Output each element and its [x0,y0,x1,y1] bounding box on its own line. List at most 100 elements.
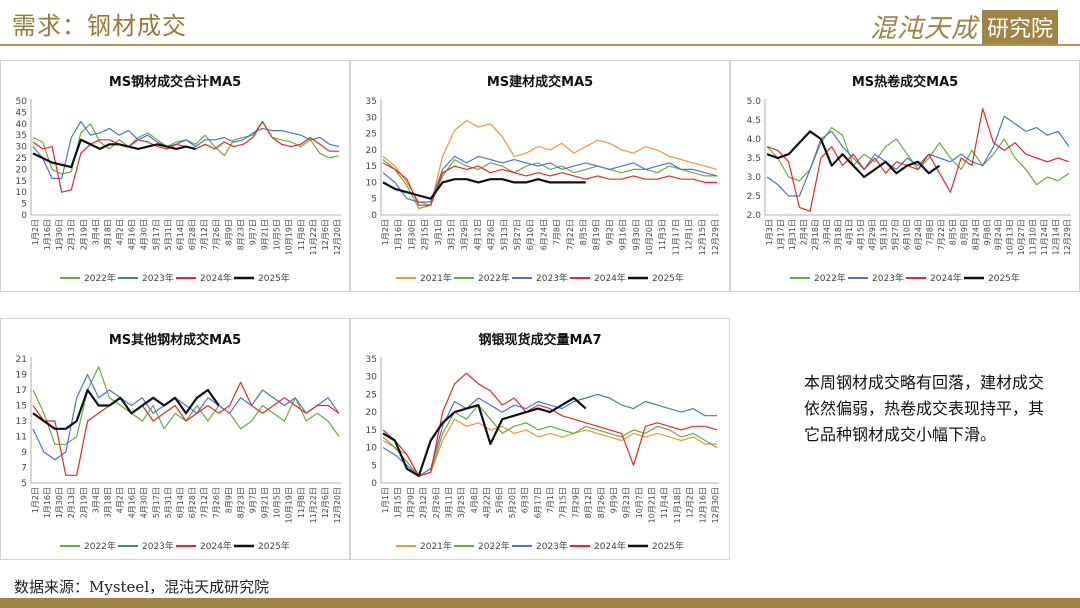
legend-label: 2024年 [200,272,232,284]
x-tick-label: 5月27日 [891,219,900,250]
chart-panel-total: MS钢材成交合计MA5 0 5 10 15 20 25 30 35 40 45 50 1月2日 1月16… [0,60,350,292]
x-tick-label: 10月7日 [635,487,644,518]
legend-label: 2023年 [142,540,174,552]
series-line-2024年 [32,381,340,476]
series-line-2021年 [382,418,717,477]
x-tick-label: 6月3日 [521,487,530,513]
x-tick-label: 9月21日 [261,487,270,518]
y-tick-label: 2.0 [747,211,762,221]
y-tick-label: 0 [371,211,377,221]
legend-label: 2025年 [258,540,290,552]
chart-title: 钢银现货成交量MA7 [478,333,602,348]
x-tick-label: 12月29日 [1063,219,1072,255]
x-tick-label: 12月6日 [321,219,330,250]
series-line-2022年 [382,158,717,210]
y-tick-label: 10 [366,444,378,454]
legend-label: 2023年 [142,272,174,284]
x-tick-label: 7月26日 [212,219,221,250]
y-tick-label: 3.5 [747,154,761,164]
x-tick-label: 9月9日 [609,487,618,513]
y-tick-label: 50 [16,97,28,107]
series-line-2024年 [32,120,339,193]
legend-label: 2023年 [536,272,568,284]
x-tick-label: 10月21日 [648,487,657,523]
legend-label: 2024年 [594,272,626,284]
y-tick-label: 0 [21,211,27,221]
chart-title: MS钢材成交合计MA5 [108,75,242,90]
x-tick-label: 3月18日 [834,219,843,250]
y-tick-label: 15 [16,177,27,187]
x-tick-label: 9月30日 [632,219,641,250]
x-tick-label: 11月22日 [309,487,318,523]
x-tick-label: 12月20日 [333,219,342,255]
x-tick-label: 3月1日 [434,219,443,245]
x-tick-label: 8月24日 [971,219,980,250]
x-tick-label: 10月13日 [1006,219,1015,255]
x-tick-label: 8月5日 [948,219,957,245]
x-tick-label: 9月8日 [983,219,992,245]
x-tick-label: 8月5日 [579,219,588,245]
x-tick-label: 2月19日 [79,487,88,518]
series-line-2025年 [766,130,941,179]
y-tick-label: 35 [16,131,27,141]
x-tick-label: 6月28日 [188,219,197,250]
x-tick-label: 12月30日 [711,487,720,523]
chart-panel-construction: MS建材成交MA5 0 5 10 15 20 25 30 35 1月2日 1月16日 1月30日 2月… [350,60,730,292]
series-line-2022年 [382,404,718,477]
y-tick-label: 2.5 [747,192,761,202]
x-tick-label: 9月7日 [248,219,257,245]
y-tick-label: 3.0 [747,173,762,183]
commentary-text: 本周钢材成交略有回落，建材成交依然偏弱，热卷成交表现持平，其它品种钢材成交小幅下… [804,373,1045,444]
y-tick-label: 30 [16,143,28,153]
x-tick-label: 1月15日 [394,487,403,518]
x-tick-label: 10月27日 [1017,219,1026,255]
x-tick-label: 12月20日 [333,487,342,523]
legend-label: 2022年 [478,540,510,552]
y-tick-label: 20 [366,408,378,418]
x-tick-label: 2月13日 [67,487,76,518]
x-tick-label: 5月13日 [880,219,889,250]
x-tick-label: 1月30日 [55,487,64,518]
chart-panel-spot: 钢银现货成交量MA7 0 5 10 15 20 25 30 35 1月1日 1月15日 1月29日 2… [350,318,730,560]
x-tick-label: 3月4日 [91,219,100,245]
x-tick-label: 1月2日 [31,219,40,245]
x-tick-label: 4月16日 [128,219,137,250]
x-tick-label: 7月29日 [571,487,580,518]
x-tick-label: 6月14日 [176,487,185,518]
legend-label: 2024年 [200,540,232,552]
x-tick-label: 7月1日 [546,487,555,513]
x-tick-label: 7月8日 [553,219,562,245]
y-tick-label: 25 [16,154,27,164]
legend-label: 2022年 [478,272,510,284]
slide-title: 需求：钢材成交 [12,12,187,40]
x-tick-label: 9月23日 [622,487,631,518]
x-tick-label: 8月9日 [224,219,233,245]
x-tick-label: 1月3日 [765,219,774,245]
x-tick-label: 1月2日 [31,487,40,513]
x-tick-label: 5月20日 [508,487,517,518]
chart-panel-other: MS其他钢材成交MA5 5 7 9 11 13 15 17 19 21 1月2日 1月16日 1月30… [0,318,350,560]
x-tick-label: 11月10日 [1029,219,1038,255]
y-tick-label: 30 [366,113,378,123]
series-line-2023年 [32,120,340,180]
x-tick-label: 10月5日 [273,487,282,518]
x-tick-label: 4月2日 [116,219,125,245]
legend-label: 2022年 [84,540,116,552]
x-tick-label: 2月15日 [421,219,430,250]
x-tick-label: 5月6日 [495,487,504,513]
x-tick-label: 11月3日 [658,219,667,250]
x-tick-label: 1月31日 [788,219,797,250]
x-tick-label: 9月2日 [605,219,614,245]
x-tick-label: 4月15日 [857,219,866,250]
x-tick-label: 9月16日 [619,219,628,250]
x-tick-label: 12月16日 [698,487,707,523]
y-tick-label: 45 [16,108,27,118]
x-tick-label: 4月22日 [483,487,492,518]
x-tick-label: 3月18日 [103,487,112,518]
chart-title: MS建材成交MA5 [486,75,594,90]
x-tick-label: 6月10日 [903,219,912,250]
data-source: 数据来源：Mysteel，混沌天成研究院 [14,578,270,596]
series-line-2023年 [32,373,340,461]
x-tick-label: 4月12日 [473,219,482,250]
y-tick-label: 21 [16,355,27,365]
